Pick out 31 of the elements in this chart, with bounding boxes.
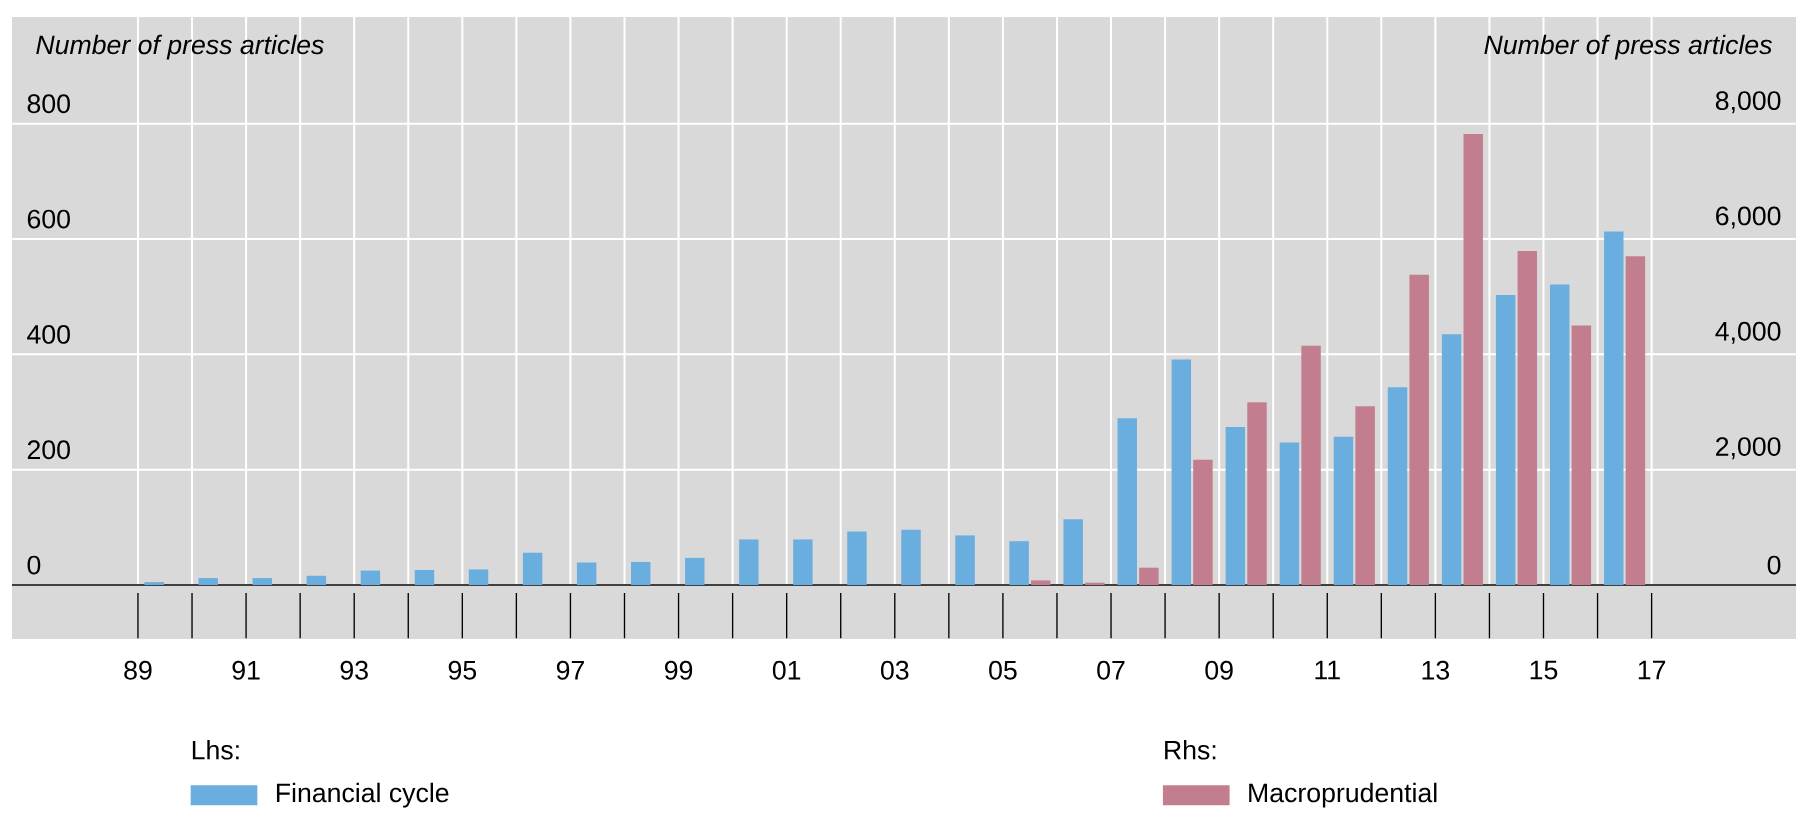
- text: Rhs:: [1165, 739, 1216, 760]
- x-tick-label: 05: [989, 660, 1017, 680]
- y2-tick-label: 6,000: [1716, 206, 1781, 229]
- y-tick-label: 600: [27, 209, 70, 229]
- x-tick-label: 99: [664, 660, 693, 680]
- x-tick-label: 09: [1205, 660, 1233, 680]
- y-tick-label: 800: [27, 94, 70, 114]
- x-tick-label: 03: [881, 660, 909, 680]
- x-tick-label: 01: [772, 660, 801, 680]
- x-tick-label: 93: [340, 660, 368, 680]
- x-tick-label: 89: [124, 660, 152, 680]
- x-tick-label: 13: [1422, 660, 1450, 680]
- y2-tick-label: 2,000: [1716, 437, 1781, 460]
- x-tick-label: 97: [556, 660, 584, 680]
- legend-label: Financial cycle: [276, 782, 449, 808]
- y2-tick-label: 0: [1767, 555, 1781, 575]
- x-tick-label: 07: [1097, 660, 1125, 680]
- y-tick-label: 0: [27, 555, 41, 575]
- x-tick-label: 95: [448, 660, 477, 680]
- x-tick-label: 15: [1530, 660, 1558, 680]
- x-tick-label: 91: [232, 660, 260, 680]
- legend-label: Macroprudential: [1249, 782, 1437, 808]
- y-axis-title: Number of press articles: [36, 34, 324, 60]
- y2-axis-title: Number of press articles: [1484, 34, 1772, 60]
- y2-tick-label: 8,000: [1715, 91, 1781, 114]
- y2-tick-label: 4,000: [1715, 321, 1781, 344]
- x-tick-label: 11: [1315, 660, 1340, 680]
- y-tick-label: 200: [27, 440, 70, 460]
- text: Lhs:: [192, 739, 239, 760]
- y-tick-label: 400: [27, 324, 70, 344]
- x-tick-label: 17: [1638, 660, 1666, 680]
